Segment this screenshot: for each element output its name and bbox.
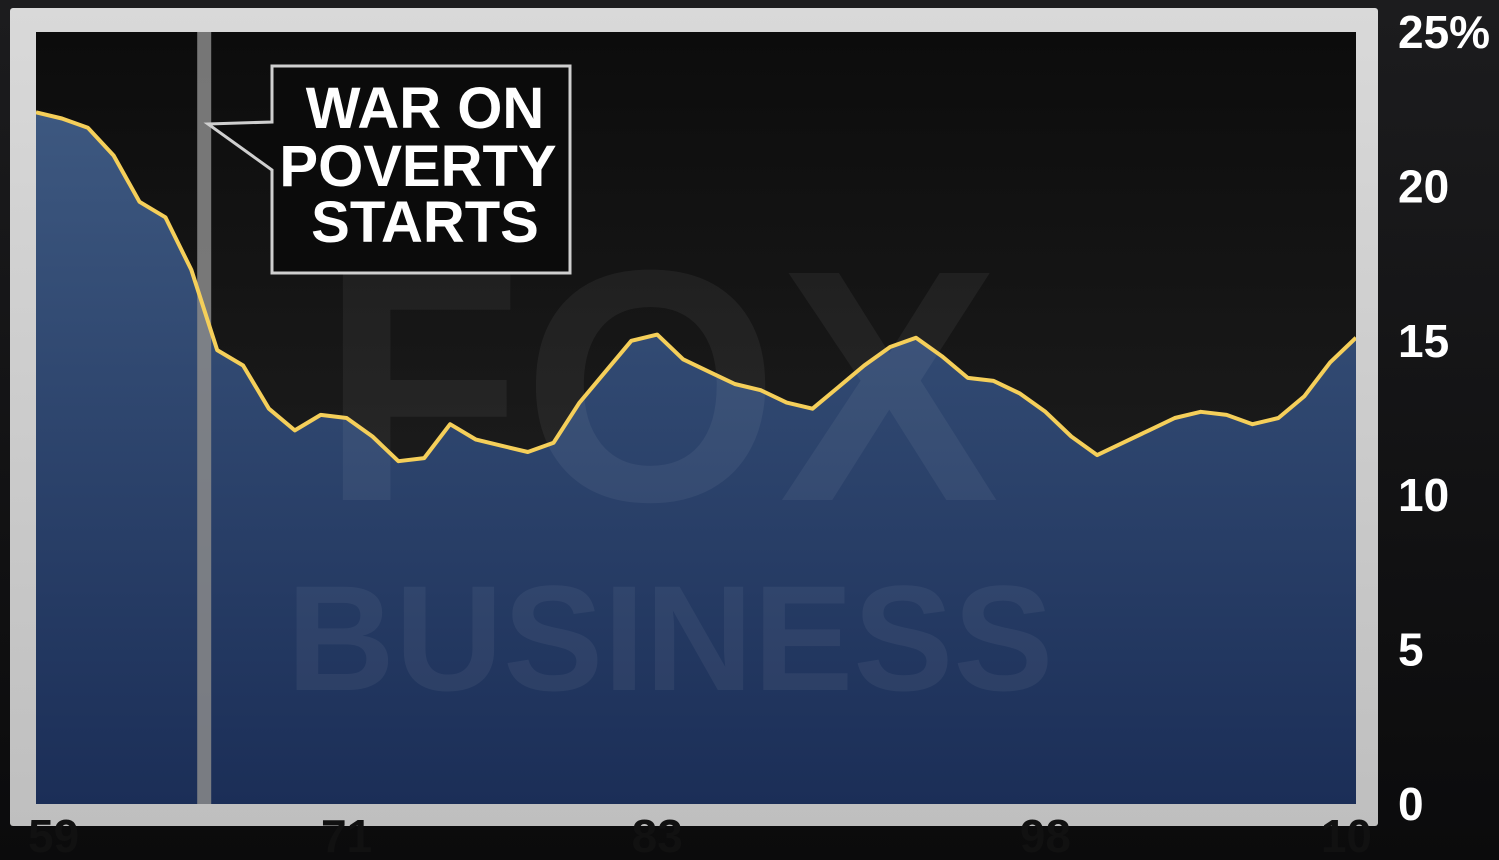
y-tick-label: 20 [1398,160,1449,212]
war-on-poverty-marker [197,32,212,804]
annotation-callout: WAR ON POVERTY STARTS [203,64,572,275]
callout-line-1: WAR ON [306,76,544,141]
callout-line-2: POVERTY [279,134,556,199]
watermark: FOX BUSINESS [287,201,1054,722]
y-tick-label: 5 [1398,624,1424,676]
callout-line-3: STARTS [311,190,539,255]
callout-box [203,64,572,275]
y-tick-label: 0 [1398,778,1424,830]
x-tick-label: 59 [28,810,79,860]
watermark-line2: BUSINESS [287,554,1054,722]
y-tick-label: 25% [1398,6,1490,58]
y-tick-label: 10 [1398,469,1449,521]
y-tick-label: 15 [1398,315,1449,367]
x-tick-label: 83 [632,810,683,860]
area-fill [36,112,1356,804]
x-tick-label: 10 [1321,810,1372,860]
series-line [36,110,1356,464]
x-axis: 59 71 83 98 10 [28,810,1372,860]
x-tick-label: 71 [321,810,372,860]
x-tick-label: 98 [1020,810,1071,860]
y-axis: 25% 20 15 10 5 0 [1398,6,1490,830]
